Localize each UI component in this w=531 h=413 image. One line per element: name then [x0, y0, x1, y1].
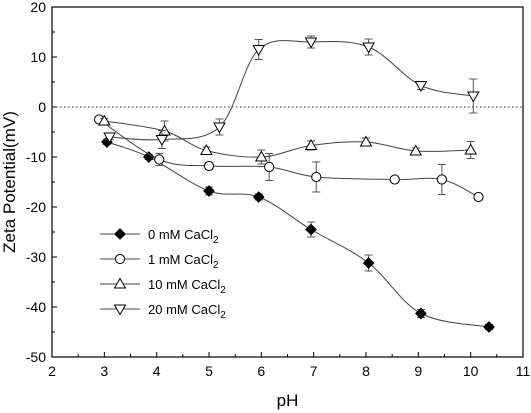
legend-marker: [113, 304, 127, 316]
y-tick-label: -30: [26, 249, 46, 265]
data-point: [200, 144, 213, 155]
x-tick-label: 11: [516, 363, 531, 379]
y-tick-label: -40: [26, 299, 46, 315]
data-point: [414, 81, 428, 92]
legend-marker: [114, 253, 126, 265]
data-point: [359, 135, 373, 147]
legend-label: 0 mM CaCl2: [148, 227, 219, 246]
y-tick-label: 10: [30, 49, 46, 65]
data-point: [213, 122, 226, 134]
data-point: [203, 185, 215, 197]
series-layer: [94, 35, 495, 333]
x-tick-label: 7: [310, 363, 318, 379]
legend-label: 20 mM CaCl2: [148, 302, 226, 321]
series-3: [103, 35, 480, 149]
data-point: [362, 257, 375, 269]
data-point: [252, 191, 265, 203]
data-point: [464, 143, 478, 155]
data-point: [252, 45, 266, 56]
x-tick-label: 6: [257, 363, 265, 379]
data-point: [362, 42, 375, 54]
x-tick-label: 5: [205, 363, 213, 379]
axis-ticks: 2 3 4 5 6 7 8 9 10 11 20 10 0 -10 -20 -30 -40 -50: [26, 0, 531, 379]
data-point: [264, 161, 275, 173]
data-point: [142, 151, 155, 163]
y-tick-label: -20: [26, 199, 46, 215]
data-point: [483, 321, 495, 333]
data-point: [466, 91, 480, 103]
data-point: [103, 132, 116, 144]
data-point: [155, 135, 169, 146]
legend: 0 mM CaCl2 1 mM CaCl2 10 mM CaCl2 20 mM CaC…: [100, 227, 226, 321]
x-tick-label: 10: [463, 363, 479, 379]
data-point: [389, 174, 400, 185]
legend-label: 1 mM CaCl2: [148, 252, 219, 271]
y-tick-label: -50: [26, 349, 46, 365]
x-tick-label: 3: [100, 363, 108, 379]
legend-marker: [113, 277, 127, 289]
data-point: [436, 174, 447, 185]
x-tick-label: 8: [362, 363, 370, 379]
data-point: [304, 37, 318, 49]
data-point: [415, 307, 427, 320]
series-1: [94, 114, 484, 203]
data-point: [304, 139, 318, 150]
data-point: [203, 160, 215, 172]
data-point: [409, 144, 423, 156]
x-tick-label: 9: [414, 363, 422, 379]
x-tick-label: 2: [48, 363, 56, 379]
y-tick-label: 0: [38, 99, 46, 115]
legend-label: 10 mM CaCl2: [148, 277, 226, 296]
data-point: [311, 171, 322, 183]
data-point: [473, 191, 484, 203]
y-axis-title: Zeta Potential(mV): [0, 111, 19, 253]
data-point: [154, 154, 165, 165]
y-tick-label: -10: [26, 149, 46, 165]
series-line: [109, 40, 474, 141]
data-point: [305, 223, 317, 236]
x-tick-label: 4: [153, 363, 161, 379]
data-point: [97, 114, 111, 126]
data-point: [254, 150, 268, 162]
legend-marker: [114, 228, 126, 240]
y-tick-label: 20: [30, 0, 46, 15]
x-axis-title: pH: [277, 391, 299, 410]
